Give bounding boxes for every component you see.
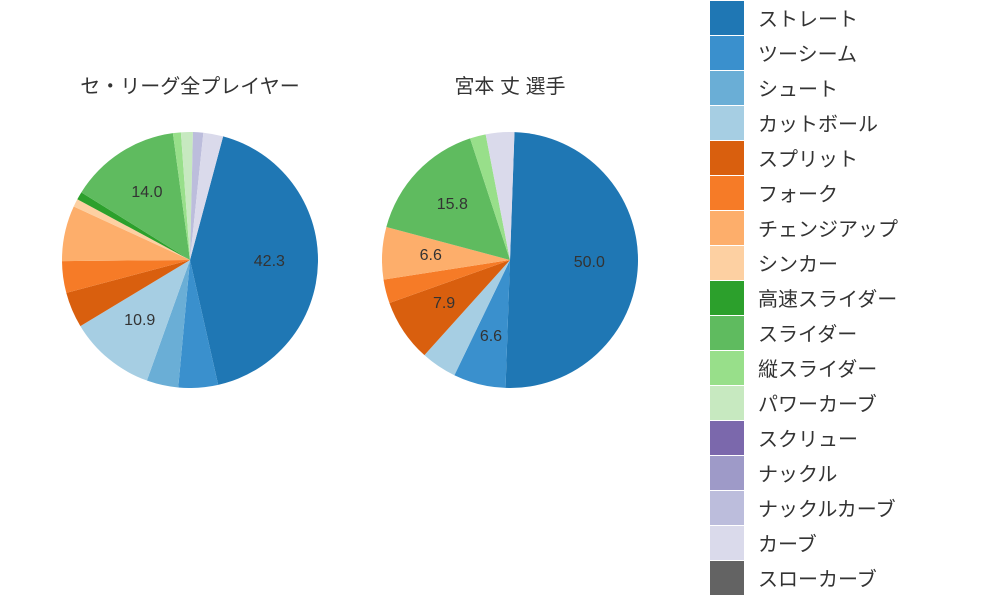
legend-item-cut_ball: カットボール <box>710 105 990 140</box>
legend-item-changeup: チェンジアップ <box>710 210 990 245</box>
legend-swatch <box>710 1 744 35</box>
legend-swatch <box>710 526 744 560</box>
legend-item-knuckle: ナックル <box>710 455 990 490</box>
legend-swatch <box>710 211 744 245</box>
legend-swatch <box>710 561 744 595</box>
legend-item-fork: フォーク <box>710 175 990 210</box>
legend-swatch <box>710 36 744 70</box>
legend-item-knuckle_curve: ナックルカーブ <box>710 490 990 525</box>
legend-label: シュート <box>758 73 838 102</box>
legend-label: チェンジアップ <box>758 213 898 242</box>
legend-swatch <box>710 351 744 385</box>
legend-label: ツーシーム <box>758 38 857 67</box>
legend-item-fast_slider: 高速スライダー <box>710 280 990 315</box>
legend-label: ナックル <box>758 458 837 487</box>
legend-item-straight: ストレート <box>710 0 990 35</box>
chart-title-1: 宮本 丈 選手 <box>370 70 650 99</box>
legend-swatch <box>710 246 744 280</box>
legend-swatch <box>710 71 744 105</box>
legend-swatch <box>710 316 744 350</box>
pie-chart-1: 50.06.67.96.615.8 <box>382 132 638 388</box>
legend-swatch <box>710 281 744 315</box>
legend: ストレートツーシームシュートカットボールスプリットフォークチェンジアップシンカー… <box>710 0 990 600</box>
legend-item-v_slider: 縦スライダー <box>710 350 990 385</box>
pie-chart-0: 42.310.914.0 <box>62 132 318 388</box>
legend-item-slider: スライダー <box>710 315 990 350</box>
legend-label: パワーカーブ <box>758 388 877 417</box>
legend-item-shoot: シュート <box>710 70 990 105</box>
legend-label: フォーク <box>758 178 838 207</box>
legend-swatch <box>710 141 744 175</box>
legend-label: カットボール <box>758 108 878 137</box>
legend-label: 高速スライダー <box>758 283 897 312</box>
legend-label: ストレート <box>758 3 858 32</box>
legend-label: カーブ <box>758 528 817 557</box>
legend-label: スクリュー <box>758 423 858 452</box>
legend-swatch <box>710 386 744 420</box>
legend-label: スライダー <box>758 318 857 347</box>
legend-item-split: スプリット <box>710 140 990 175</box>
legend-item-screw: スクリュー <box>710 420 990 455</box>
legend-item-two_seam: ツーシーム <box>710 35 990 70</box>
legend-swatch <box>710 176 744 210</box>
legend-label: 縦スライダー <box>758 353 877 382</box>
legend-swatch <box>710 491 744 525</box>
legend-label: スローカーブ <box>758 563 877 592</box>
legend-label: シンカー <box>758 248 838 277</box>
legend-item-curve: カーブ <box>710 525 990 560</box>
legend-swatch <box>710 421 744 455</box>
legend-label: ナックルカーブ <box>758 493 896 522</box>
legend-item-power_curve: パワーカーブ <box>710 385 990 420</box>
chart-stage: セ・リーグ全プレイヤー 42.310.914.0 宮本 丈 選手 50.06.67.9… <box>0 0 1000 600</box>
pie-slice-straight <box>506 132 638 388</box>
chart-title-0: セ・リーグ全プレイヤー <box>50 70 330 99</box>
legend-item-slow_curve: スローカーブ <box>710 560 990 595</box>
legend-item-sinker: シンカー <box>710 245 990 280</box>
legend-swatch <box>710 106 744 140</box>
legend-swatch <box>710 456 744 490</box>
legend-label: スプリット <box>758 143 858 172</box>
